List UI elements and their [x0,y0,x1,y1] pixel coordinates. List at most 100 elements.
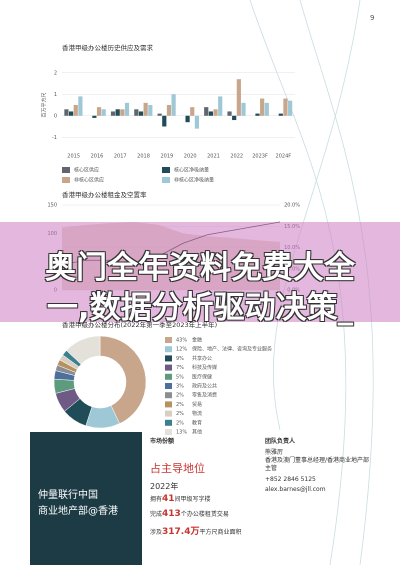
bar [288,100,293,116]
bar [264,102,269,116]
legend-swatch [165,429,172,435]
person-role: 香港及澳门董事总经理/香港商业地产部主管 [265,457,370,472]
legend-label: 物流 [192,410,202,417]
brand-block [30,432,142,565]
y-axis-label: 百万平方尺 [41,92,48,117]
legend-swatch [165,419,172,426]
bar [190,107,195,116]
bar [166,105,172,116]
value-label: 3% [176,384,184,390]
donut-slice [66,335,101,365]
legend-swatch [165,337,172,343]
x-tick-label: 2021 [207,154,220,160]
banner-line: 奥门全年资料免费大全 [45,250,355,286]
x-tick-label: 2018 [137,154,150,160]
brand-text: 商业地产部@香港 [38,506,118,517]
legend-label: 核心区净吸纳量 [174,167,209,174]
value-label: 13% [176,430,187,436]
bar [101,109,106,116]
chart-title: 香港甲级办公楼租金及空置率 [62,190,147,199]
value-label: 7% [176,365,184,371]
legend-label: 非核心区供应 [74,177,104,184]
decor-curve [273,0,361,431]
value-label: 9% [176,356,184,362]
bar [124,102,130,116]
bar [208,111,213,116]
bar [171,94,176,116]
bar [73,105,78,116]
legend-swatch [165,373,172,380]
bar [162,115,167,127]
person-name: 熊雅厉 [265,449,284,456]
bar [278,113,283,116]
x-tick-label: 2017 [114,154,127,160]
y-tick-label: 0 [54,113,57,119]
y-tick-label: 150 [47,203,57,209]
value-label: 2% [176,402,184,408]
x-tick-label: 2020 [184,154,197,160]
chart-title: 香港甲级办公楼历史供应及需求 [62,43,154,52]
legend-swatch [162,167,170,173]
bar [148,105,153,116]
bar [96,107,102,116]
legend-swatch [165,410,172,417]
x-tick-label: 2024F [276,154,292,160]
x-tick-label: 2023F [252,154,268,160]
legend-label: 医疗保健 [192,373,212,380]
legend-swatch [165,401,172,408]
x-tick-label: 2015 [67,154,80,160]
stat-num: 41 [162,494,175,504]
x-tick-label: 2022 [230,154,243,160]
page-number: 9 [370,14,374,22]
bar [110,111,116,116]
x-tick-label: 2019 [160,154,173,160]
y-tick-label: -1 [52,135,57,141]
legend-swatch [62,167,70,173]
bar [185,115,190,123]
bar [232,115,237,121]
legend-swatch [162,177,170,183]
bar [134,109,139,116]
legend-swatch [62,177,70,183]
bar [227,111,232,116]
legend-swatch [165,392,172,399]
year: 2022年 [150,482,179,491]
bar [204,107,209,116]
bar [255,113,260,116]
bar [143,102,148,116]
stat-pre: 拥有 [150,496,163,503]
stat-post: 间甲级写字楼 [174,496,211,503]
legend-swatch [165,364,172,371]
bar [138,111,144,116]
stat-post: 平方尺商业面积 [199,529,242,536]
brand-text: 仲量联行中国 [38,490,98,501]
value-label: 2% [176,420,184,426]
legend-label: 共享办公 [192,355,212,362]
legend-swatch [165,346,172,353]
heading: 市场份额 [150,438,175,445]
value-label: 43% [176,338,187,344]
bar [92,115,97,118]
bar [213,109,218,116]
decor-curve [299,0,374,565]
decor-curve [249,0,347,565]
legend-label: 保险、地产、法律、咨询及专业服务 [192,346,272,353]
legend-label: 金融 [192,337,202,344]
bar [78,96,83,116]
bar [194,115,200,129]
legend-label: 政府及公共 [192,383,217,390]
legend-label: 教育 [192,419,202,426]
phone: +852 2846 5125 [265,476,316,483]
legend-label: 科技及传媒 [192,364,217,371]
bar [218,96,223,116]
legend-label: 贸易 [192,401,202,408]
legend-label: 核心区供应 [74,167,99,174]
legend-label: 非核心区净吸纳量 [174,177,214,184]
stat-row: 完成413个办公楼租赁交易 [150,509,229,519]
stat-row: 涉及317.4万平方尺商业面积 [150,524,242,537]
banner-line: 一,数据分析驱动决策_ [46,290,354,326]
x-tick-label: 2016 [91,154,104,160]
chart-title: 香港甲级办公楼分布(2022年第一季至2023年上半年) [62,320,217,329]
bar [115,109,120,116]
